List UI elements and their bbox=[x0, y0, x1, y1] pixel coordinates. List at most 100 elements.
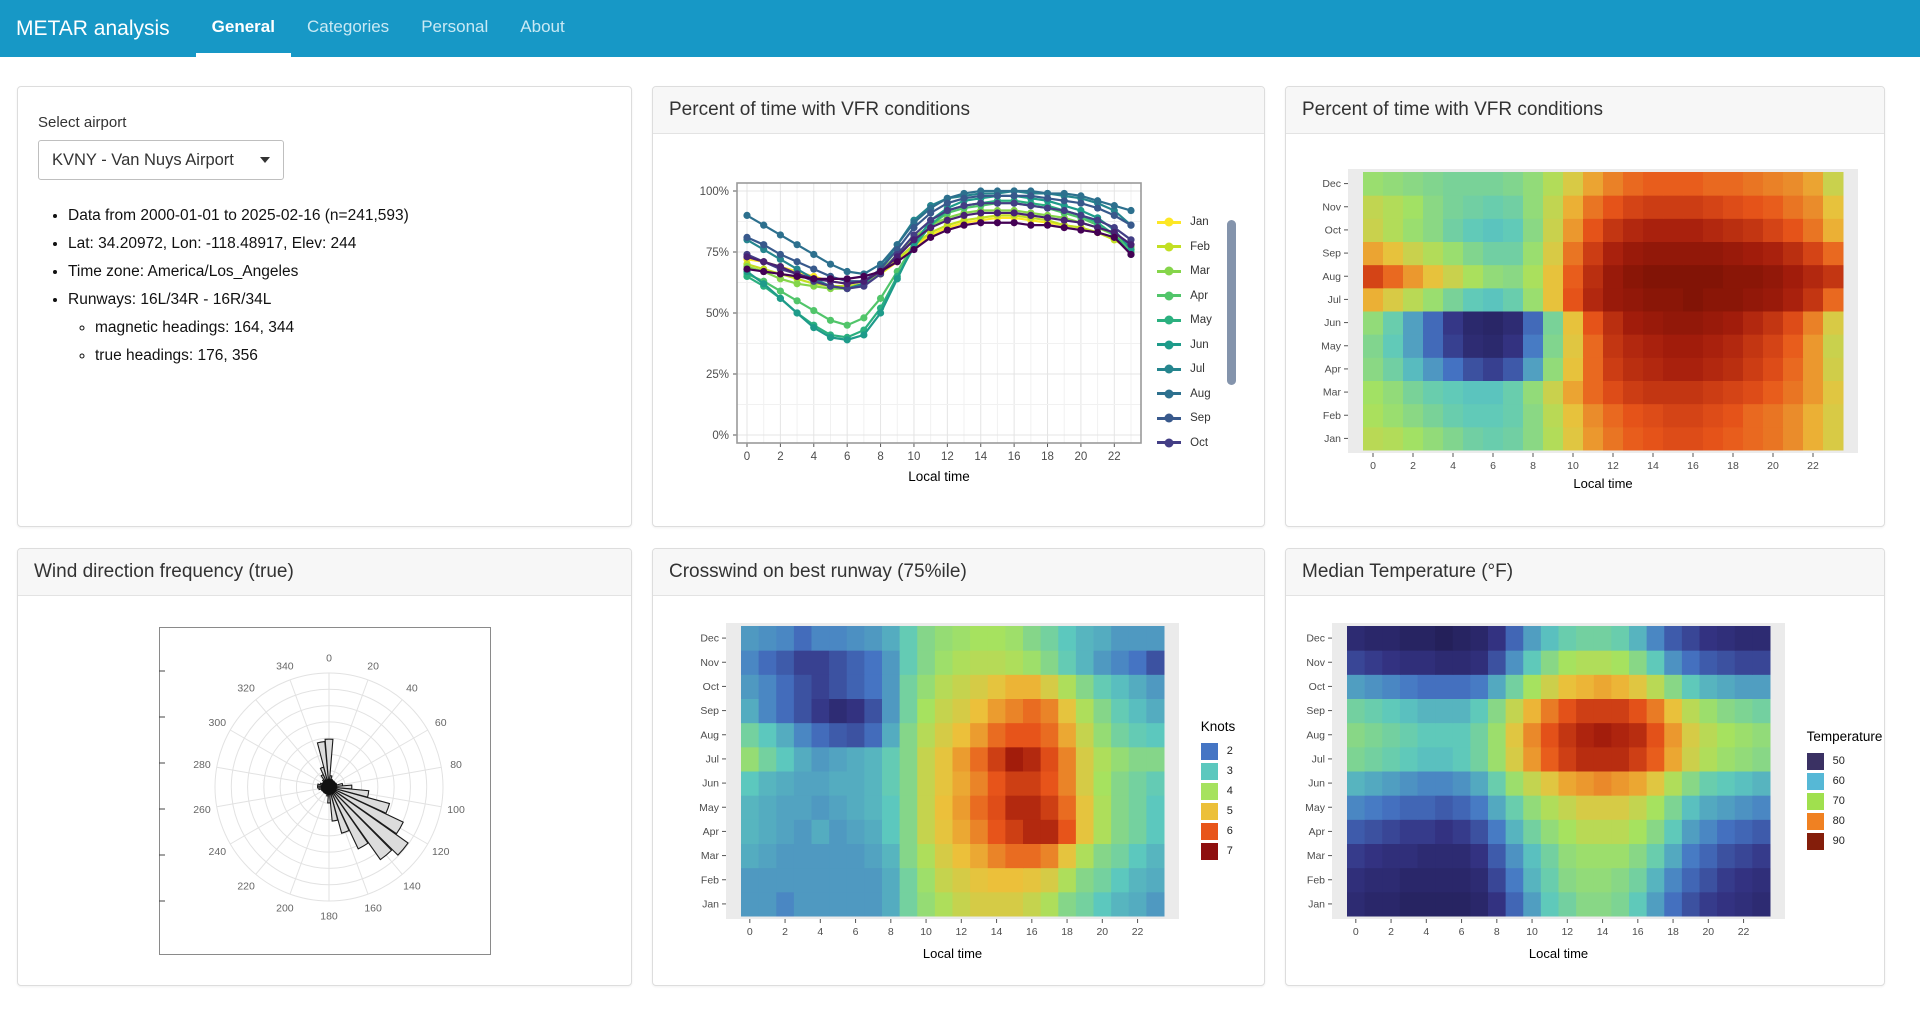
svg-text:Feb: Feb bbox=[701, 874, 719, 886]
svg-text:Nov: Nov bbox=[1322, 201, 1341, 213]
vfr-heatmap-panel: Percent of time with VFR conditions 0 2 4 6… bbox=[1285, 86, 1885, 527]
svg-text:6: 6 bbox=[1458, 926, 1464, 938]
crosswind-panel: Crosswind on best runway (75%ile) 0 2 4 6 8 1… bbox=[652, 548, 1265, 986]
airport-detail-item: Lat: 34.20972, Lon: -118.48917, Elev: 24… bbox=[68, 235, 611, 253]
svg-text:Feb: Feb bbox=[1307, 874, 1325, 886]
legend-item-sep: Sep bbox=[1157, 406, 1212, 431]
panel-title: Percent of time with VFR conditions bbox=[1286, 87, 1884, 134]
temperature-heatmap: 0 2 4 6 8 10 12 14 16 18 20 22 Jan Feb Mar Apr May Jun Jul… bbox=[1305, 622, 1785, 961]
tab-categories[interactable]: Categories bbox=[306, 16, 390, 36]
svg-text:May: May bbox=[1321, 340, 1342, 352]
svg-text:140: 140 bbox=[403, 880, 421, 892]
legend-item-apr: Apr bbox=[1157, 284, 1212, 309]
svg-text:Sep: Sep bbox=[1322, 248, 1341, 260]
svg-text:20: 20 bbox=[1702, 926, 1714, 938]
svg-text:10: 10 bbox=[1567, 460, 1579, 472]
legend-entry: 90 bbox=[1806, 832, 1883, 850]
svg-text:2: 2 bbox=[1410, 460, 1416, 472]
legend-title: Knots bbox=[1200, 718, 1236, 734]
svg-text:160: 160 bbox=[364, 902, 382, 914]
legend-item-jan: Jan bbox=[1157, 210, 1212, 235]
vfr-line-chart: 0% 25% 50% 75% 100% 0 2 4 6 8 10 12 14 16 18 20 22 Local … bbox=[700, 182, 1142, 484]
svg-text:Aug: Aug bbox=[1322, 271, 1341, 283]
svg-text:260: 260 bbox=[193, 803, 211, 815]
svg-text:18: 18 bbox=[1727, 460, 1739, 472]
legend-title: Temperature bbox=[1806, 728, 1883, 744]
svg-text:2: 2 bbox=[777, 451, 783, 463]
legend-item-feb: Feb bbox=[1157, 235, 1212, 260]
svg-text:May: May bbox=[699, 801, 720, 813]
svg-text:16: 16 bbox=[1008, 451, 1021, 463]
runway-headings-list: magnetic headings: 164, 344 true heading… bbox=[95, 319, 611, 365]
svg-text:4: 4 bbox=[817, 926, 823, 938]
svg-text:280: 280 bbox=[193, 759, 211, 771]
svg-text:Jun: Jun bbox=[702, 777, 719, 789]
airport-select[interactable]: KVNY - Van Nuys Airport bbox=[38, 140, 284, 180]
tab-about[interactable]: About bbox=[520, 16, 565, 36]
svg-text:22: 22 bbox=[1807, 460, 1819, 472]
svg-text:Oct: Oct bbox=[1308, 680, 1324, 692]
airport-select-value: KVNY - Van Nuys Airport bbox=[52, 150, 234, 169]
svg-text:Jul: Jul bbox=[705, 753, 718, 765]
svg-text:Jan: Jan bbox=[702, 898, 719, 910]
tab-personal[interactable]: Personal bbox=[421, 16, 489, 36]
svg-text:Mar: Mar bbox=[1307, 850, 1326, 862]
panel-title: Crosswind on best runway (75%ile) bbox=[653, 549, 1264, 596]
svg-text:10: 10 bbox=[920, 926, 932, 938]
svg-text:May: May bbox=[1305, 801, 1326, 813]
svg-text:14: 14 bbox=[974, 451, 987, 463]
runways-text: Runways: 16L/34R - 16R/34L bbox=[68, 291, 272, 308]
app-brand: METAR analysis bbox=[16, 16, 170, 40]
svg-text:25%: 25% bbox=[706, 369, 729, 381]
svg-text:80: 80 bbox=[450, 759, 462, 771]
svg-text:16: 16 bbox=[1632, 926, 1644, 938]
svg-text:Mar: Mar bbox=[1323, 387, 1342, 399]
legend-entry: 7 bbox=[1200, 842, 1236, 860]
panel-title: Median Temperature (°F) bbox=[1286, 549, 1884, 596]
legend-item-jul: Jul bbox=[1157, 357, 1212, 382]
svg-text:Apr: Apr bbox=[1308, 825, 1325, 837]
svg-text:20: 20 bbox=[1096, 926, 1108, 938]
legend-entry: 6 bbox=[1200, 822, 1236, 840]
svg-text:120: 120 bbox=[431, 846, 449, 858]
legend-scrollbar[interactable] bbox=[1226, 219, 1236, 385]
legend-entry: 60 bbox=[1806, 772, 1883, 790]
legend-item-oct: Oct bbox=[1157, 431, 1212, 451]
legend-item-jun: Jun bbox=[1157, 333, 1212, 358]
svg-text:Jan: Jan bbox=[1324, 433, 1341, 445]
airport-details-list: Data from 2000-01-01 to 2025-02-16 (n=24… bbox=[68, 207, 611, 365]
airport-info-panel: Select airport KVNY - Van Nuys Airport D… bbox=[17, 86, 632, 527]
select-airport-label: Select airport bbox=[38, 114, 127, 131]
svg-text:Local time: Local time bbox=[1573, 476, 1632, 491]
panel-title: Percent of time with VFR conditions bbox=[653, 87, 1264, 134]
svg-text:0: 0 bbox=[1370, 460, 1376, 472]
runway-heading-item: magnetic headings: 164, 344 bbox=[95, 319, 611, 337]
tab-general[interactable]: General bbox=[195, 0, 291, 57]
svg-text:2: 2 bbox=[1388, 926, 1394, 938]
legend-entry: 70 bbox=[1806, 792, 1883, 810]
svg-text:16: 16 bbox=[1687, 460, 1699, 472]
legend-entry: 5 bbox=[1200, 802, 1236, 820]
svg-text:Jun: Jun bbox=[1324, 317, 1341, 329]
svg-text:240: 240 bbox=[208, 846, 226, 858]
svg-text:0: 0 bbox=[747, 926, 753, 938]
vfr-line-panel: Percent of time with VFR conditions 0% 25… bbox=[652, 86, 1265, 527]
svg-text:22: 22 bbox=[1131, 926, 1143, 938]
svg-text:Dec: Dec bbox=[1306, 632, 1325, 644]
svg-text:Local time: Local time bbox=[1528, 946, 1587, 961]
svg-text:Apr: Apr bbox=[1325, 363, 1342, 375]
svg-text:Oct: Oct bbox=[702, 680, 718, 692]
svg-text:18: 18 bbox=[1041, 451, 1054, 463]
svg-text:100%: 100% bbox=[700, 186, 729, 198]
svg-text:8: 8 bbox=[1493, 926, 1499, 938]
svg-text:Nov: Nov bbox=[700, 656, 719, 668]
legend-entry: 50 bbox=[1806, 752, 1883, 770]
svg-text:Feb: Feb bbox=[1323, 410, 1341, 422]
svg-text:Apr: Apr bbox=[702, 825, 719, 837]
svg-text:14: 14 bbox=[990, 926, 1002, 938]
svg-text:Mar: Mar bbox=[701, 850, 720, 862]
svg-text:Dec: Dec bbox=[1322, 178, 1341, 190]
svg-text:18: 18 bbox=[1667, 926, 1679, 938]
svg-text:20: 20 bbox=[367, 660, 379, 672]
